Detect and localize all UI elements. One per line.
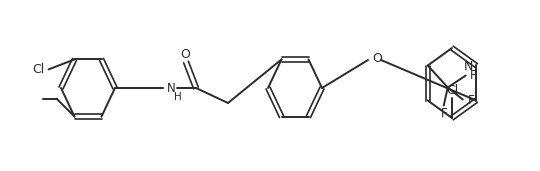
Text: F: F (441, 107, 447, 120)
Text: N: N (464, 60, 473, 73)
Text: Cl: Cl (446, 83, 458, 96)
Text: O: O (180, 48, 190, 61)
Text: Cl: Cl (32, 63, 45, 76)
Text: F: F (468, 94, 474, 107)
Text: F: F (469, 69, 476, 82)
Text: N: N (167, 82, 176, 95)
Text: H: H (174, 92, 182, 102)
Text: O: O (372, 52, 382, 65)
